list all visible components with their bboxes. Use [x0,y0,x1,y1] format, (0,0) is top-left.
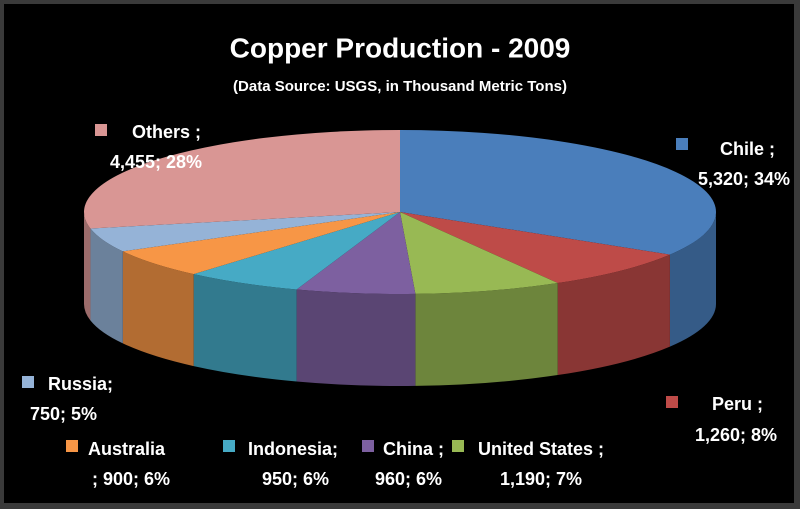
legend-swatch [666,396,678,408]
value-label: 1,260; 8% [695,425,777,445]
value-label: 960; 6% [375,469,442,489]
slice [193,212,400,290]
slice [296,212,416,294]
value-label: 5,320; 34% [698,169,790,189]
legend-swatch [22,376,34,388]
legend-swatch [452,440,464,452]
slice-side [669,212,716,347]
slice [83,130,400,229]
value-label: 750; 5% [30,404,97,424]
slice [400,130,716,255]
slice-label: Russia; [48,374,113,394]
slice-label: United States ; [478,439,604,459]
value-label: 4,455; 28% [110,152,202,172]
slice-label: Australia [88,439,166,459]
chart-subtitle: (Data Source: USGS, in Thousand Metric T… [233,78,567,95]
slice-side [296,289,416,386]
slice-side [90,228,123,344]
value-label: 1,190; 7% [500,469,582,489]
legend-swatch [676,138,688,150]
slice-side [557,254,670,376]
slice-side [122,251,194,367]
value-label: ; 900; 6% [92,469,170,489]
slice-label: Others ; [132,122,201,142]
slice [122,212,400,275]
slice [400,212,670,284]
slice-label: Chile ; [720,139,775,159]
legend-swatch [66,440,78,452]
slice-side [193,274,297,382]
slice-side [415,283,558,386]
value-label: 950; 6% [262,469,329,489]
slice-side [84,212,91,321]
slice [400,212,558,294]
chart-title: Copper Production - 2009 [230,32,571,63]
slice-label: Indonesia; [248,439,338,459]
slice-label: Peru ; [712,394,763,414]
legend-swatch [362,440,374,452]
slice-label: China ; [383,439,444,459]
slice [90,212,401,252]
legend-swatch [223,440,235,452]
legend-swatch [95,124,107,136]
